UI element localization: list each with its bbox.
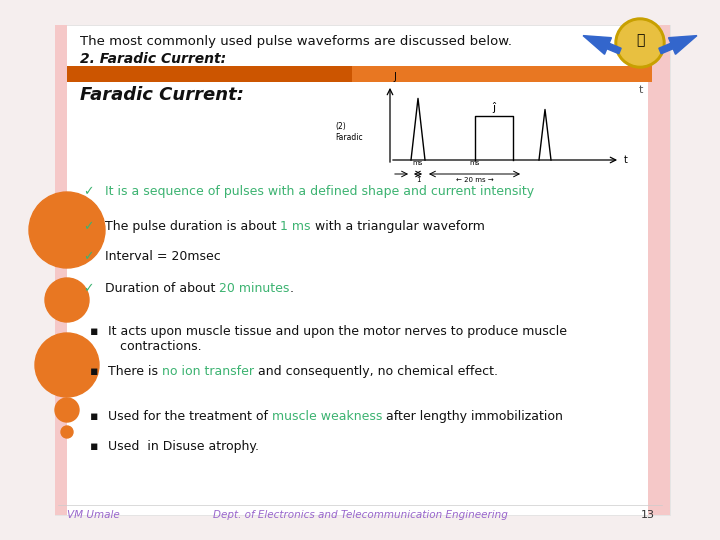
Text: t: t — [639, 85, 643, 95]
Text: ✓: ✓ — [83, 185, 94, 198]
Text: (2)
Faradic: (2) Faradic — [335, 122, 363, 142]
Circle shape — [61, 426, 73, 438]
Circle shape — [618, 21, 662, 65]
Text: ✓: ✓ — [83, 220, 94, 233]
Text: Interval = 20msec: Interval = 20msec — [105, 250, 221, 263]
Text: and consequently, no chemical effect.: and consequently, no chemical effect. — [254, 365, 498, 378]
Text: t: t — [624, 155, 628, 165]
Text: 🏛: 🏛 — [636, 33, 644, 47]
Text: There is: There is — [108, 365, 162, 378]
Circle shape — [45, 278, 89, 322]
Text: J: J — [393, 72, 396, 82]
Text: Faradic Current:: Faradic Current: — [80, 86, 244, 104]
Text: ms: ms — [413, 160, 423, 166]
Text: ← 20 ms →: ← 20 ms → — [456, 177, 493, 183]
Text: 20 minutes: 20 minutes — [220, 282, 289, 295]
Text: .: . — [289, 282, 294, 295]
Text: ✓: ✓ — [83, 250, 94, 263]
Text: 2. Faradic Current:: 2. Faradic Current: — [80, 52, 226, 66]
Text: no ion transfer: no ion transfer — [162, 365, 254, 378]
Text: 1: 1 — [415, 177, 420, 183]
Text: 1 ms: 1 ms — [281, 220, 311, 233]
FancyBboxPatch shape — [55, 25, 67, 515]
FancyBboxPatch shape — [352, 66, 652, 82]
Text: Dept. of Electronics and Telecommunication Engineering: Dept. of Electronics and Telecommunicati… — [212, 510, 508, 520]
Text: Used  in Disuse atrophy.: Used in Disuse atrophy. — [108, 440, 259, 453]
Text: ▪: ▪ — [90, 325, 99, 338]
Text: muscle weakness: muscle weakness — [272, 410, 382, 423]
Text: after lengthy immobilization: after lengthy immobilization — [382, 410, 563, 423]
Text: VM Umale: VM Umale — [67, 510, 120, 520]
Text: ▪: ▪ — [90, 410, 99, 423]
Text: ▪: ▪ — [90, 365, 99, 378]
Text: ▪: ▪ — [90, 440, 99, 453]
Text: with a triangular waveform: with a triangular waveform — [311, 220, 485, 233]
Circle shape — [35, 333, 99, 397]
Circle shape — [615, 18, 665, 68]
FancyArrow shape — [659, 36, 697, 55]
FancyBboxPatch shape — [67, 66, 352, 82]
FancyArrow shape — [583, 36, 621, 55]
FancyBboxPatch shape — [648, 25, 670, 515]
Text: It is a sequence of pulses with a defined shape and current intensity: It is a sequence of pulses with a define… — [105, 185, 534, 198]
Text: The most commonly used pulse waveforms are discussed below.: The most commonly used pulse waveforms a… — [80, 35, 512, 48]
Text: It acts upon muscle tissue and upon the motor nerves to produce muscle
   contra: It acts upon muscle tissue and upon the … — [108, 325, 567, 353]
Text: ✓: ✓ — [83, 282, 94, 295]
Circle shape — [29, 192, 105, 268]
FancyBboxPatch shape — [55, 25, 670, 515]
Text: Duration of about: Duration of about — [105, 282, 220, 295]
Text: ms: ms — [469, 160, 480, 166]
Text: ĵ: ĵ — [492, 102, 495, 113]
Text: The pulse duration is about: The pulse duration is about — [105, 220, 281, 233]
Text: 13: 13 — [641, 510, 655, 520]
Text: Used for the treatment of: Used for the treatment of — [108, 410, 272, 423]
Circle shape — [55, 398, 79, 422]
